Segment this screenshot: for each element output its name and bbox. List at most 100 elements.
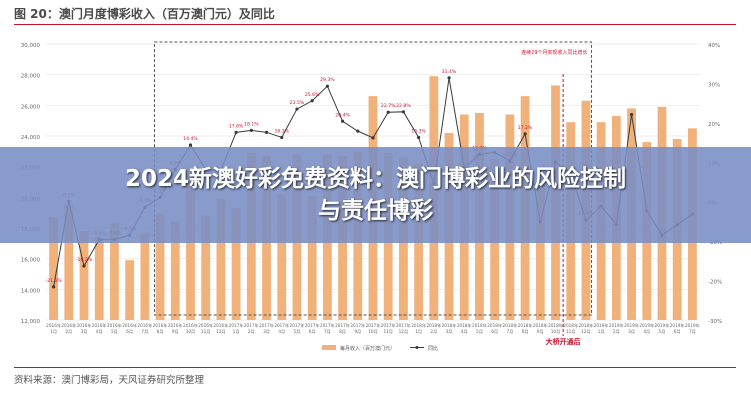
line-point-yoy: [401, 110, 406, 114]
data-label-yoy: 25.6%: [305, 92, 320, 98]
bar-revenue: [307, 195, 317, 320]
x-tick-year: 2018年: [502, 322, 517, 329]
headline: 2024新澳好彩免费资料：澳门博彩业的风险控制 与责任博彩: [0, 147, 751, 227]
x-tick-month: 5月: [294, 329, 301, 335]
x-tick-month: 3月: [628, 329, 635, 335]
y-right-tick-label: -30%: [708, 319, 722, 325]
line-point-yoy: [371, 136, 375, 140]
data-label-yoy: 31.4%: [442, 69, 457, 75]
legend-swatch-point: [415, 346, 419, 349]
line-point-yoy: [325, 84, 329, 88]
x-tick-year: 2018年: [548, 322, 563, 329]
x-tick-year: 2019年: [670, 322, 685, 329]
header-rule: [14, 24, 736, 25]
x-tick-year: 2017年: [229, 322, 244, 329]
x-tick-month: 8月: [157, 329, 164, 335]
line-point-yoy: [356, 129, 360, 133]
bar-revenue: [94, 237, 104, 320]
x-tick-year: 2016年: [153, 322, 168, 329]
bar-revenue: [64, 205, 74, 320]
data-label-yoy: 20.4%: [335, 112, 350, 118]
line-point-yoy: [52, 285, 56, 289]
x-tick-year: 2016年: [61, 322, 76, 329]
bar-revenue: [49, 217, 59, 320]
line-point-yoy: [295, 107, 299, 111]
x-tick-month: 4月: [461, 329, 468, 335]
bar-revenue: [231, 208, 241, 320]
x-tick-year: 2016年: [107, 322, 122, 329]
x-tick-year: 2016年: [46, 322, 61, 329]
annotation-box-label: 连续29个月实现收入同比增长: [521, 49, 587, 56]
x-tick-year: 2016年: [92, 322, 107, 329]
x-tick-month: 12月: [216, 329, 226, 335]
x-tick-year: 2017年: [290, 322, 305, 329]
x-tick-year: 2016年: [183, 322, 198, 329]
x-tick-month: 5月: [476, 329, 483, 335]
x-tick-month: 7月: [689, 329, 696, 335]
line-point-yoy: [386, 110, 390, 114]
x-tick-month: 7月: [141, 329, 148, 335]
bar-revenue: [170, 221, 180, 320]
x-tick-year: 2019年: [655, 322, 670, 329]
line-point-yoy: [629, 112, 634, 117]
x-tick-year: 2018年: [563, 322, 578, 329]
line-point-yoy: [447, 76, 451, 80]
x-tick-year: 2018年: [411, 322, 426, 329]
x-tick-year: 2017年: [244, 322, 259, 329]
bar-revenue: [110, 223, 119, 320]
y-right-tick-label: -10%: [708, 240, 722, 246]
data-label-yoy: 29.3%: [320, 77, 335, 83]
y-left-tick-label: 30,000: [21, 43, 41, 49]
data-label-yoy: 23.5%: [290, 100, 305, 106]
x-tick-month: 3月: [81, 329, 88, 335]
headline-banner: 2024新澳好彩免费资料：澳门博彩业的风险控制 与责任博彩: [0, 147, 751, 243]
line-point-yoy: [264, 130, 269, 134]
data-label-yoy: 16.3%: [274, 128, 289, 134]
x-tick-month: 6月: [309, 329, 316, 335]
y-left-tick-label: 28,000: [21, 74, 41, 80]
x-tick-year: 2019年: [685, 322, 700, 329]
x-tick-month: 11月: [566, 329, 576, 335]
x-tick-month: 9月: [354, 329, 361, 335]
x-tick-month: 1月: [415, 329, 422, 335]
y-right-tick-label: 40%: [708, 43, 720, 49]
x-tick-month: 1月: [233, 329, 240, 335]
legend-swatch-bar: [322, 345, 336, 350]
footer-rule: [14, 367, 736, 368]
x-tick-month: 5月: [659, 329, 666, 335]
x-tick-month: 4月: [278, 329, 285, 335]
x-tick-year: 2017年: [381, 322, 396, 329]
line-point-yoy: [523, 132, 527, 136]
x-tick-year: 2019年: [639, 322, 654, 329]
y-left-tick-label: 26,000: [21, 104, 41, 110]
data-label-yoy: 18.1%: [244, 121, 259, 127]
x-tick-year: 2018年: [579, 322, 594, 329]
bar-revenue: [216, 198, 226, 320]
x-tick-month: 9月: [172, 329, 179, 335]
data-label-yoy: 14.4%: [183, 136, 198, 142]
line-point-yoy: [310, 99, 314, 103]
bar-revenue: [155, 214, 165, 320]
x-tick-month: 9月: [537, 329, 544, 335]
line-point-yoy: [280, 135, 284, 140]
data-label-yoy: 16.3%: [411, 128, 426, 134]
x-tick-month: 6月: [674, 329, 681, 335]
x-tick-year: 2016年: [168, 322, 183, 329]
x-tick-year: 2019年: [624, 322, 639, 329]
headline-line-1: 2024新澳好彩免费资料：澳门博彩业的风险控制: [124, 166, 626, 192]
x-tick-month: 2月: [65, 329, 72, 335]
x-tick-month: 1月: [50, 329, 57, 335]
data-label-yoy: 17.2%: [518, 125, 533, 131]
data-label-yoy: 22.7%: [381, 103, 396, 109]
y-left-tick-label: 12,000: [21, 319, 41, 325]
x-tick-month: 11月: [201, 329, 211, 335]
x-tick-month: 4月: [643, 329, 650, 335]
x-tick-year: 2017年: [335, 322, 350, 329]
x-tick-year: 2017年: [259, 322, 274, 329]
bar-revenue: [535, 182, 545, 320]
x-tick-year: 2016年: [198, 322, 213, 329]
x-tick-year: 2017年: [320, 322, 335, 329]
line-point-yoy: [188, 143, 193, 147]
x-tick-year: 2017年: [305, 322, 320, 329]
line-point-yoy: [417, 135, 421, 140]
